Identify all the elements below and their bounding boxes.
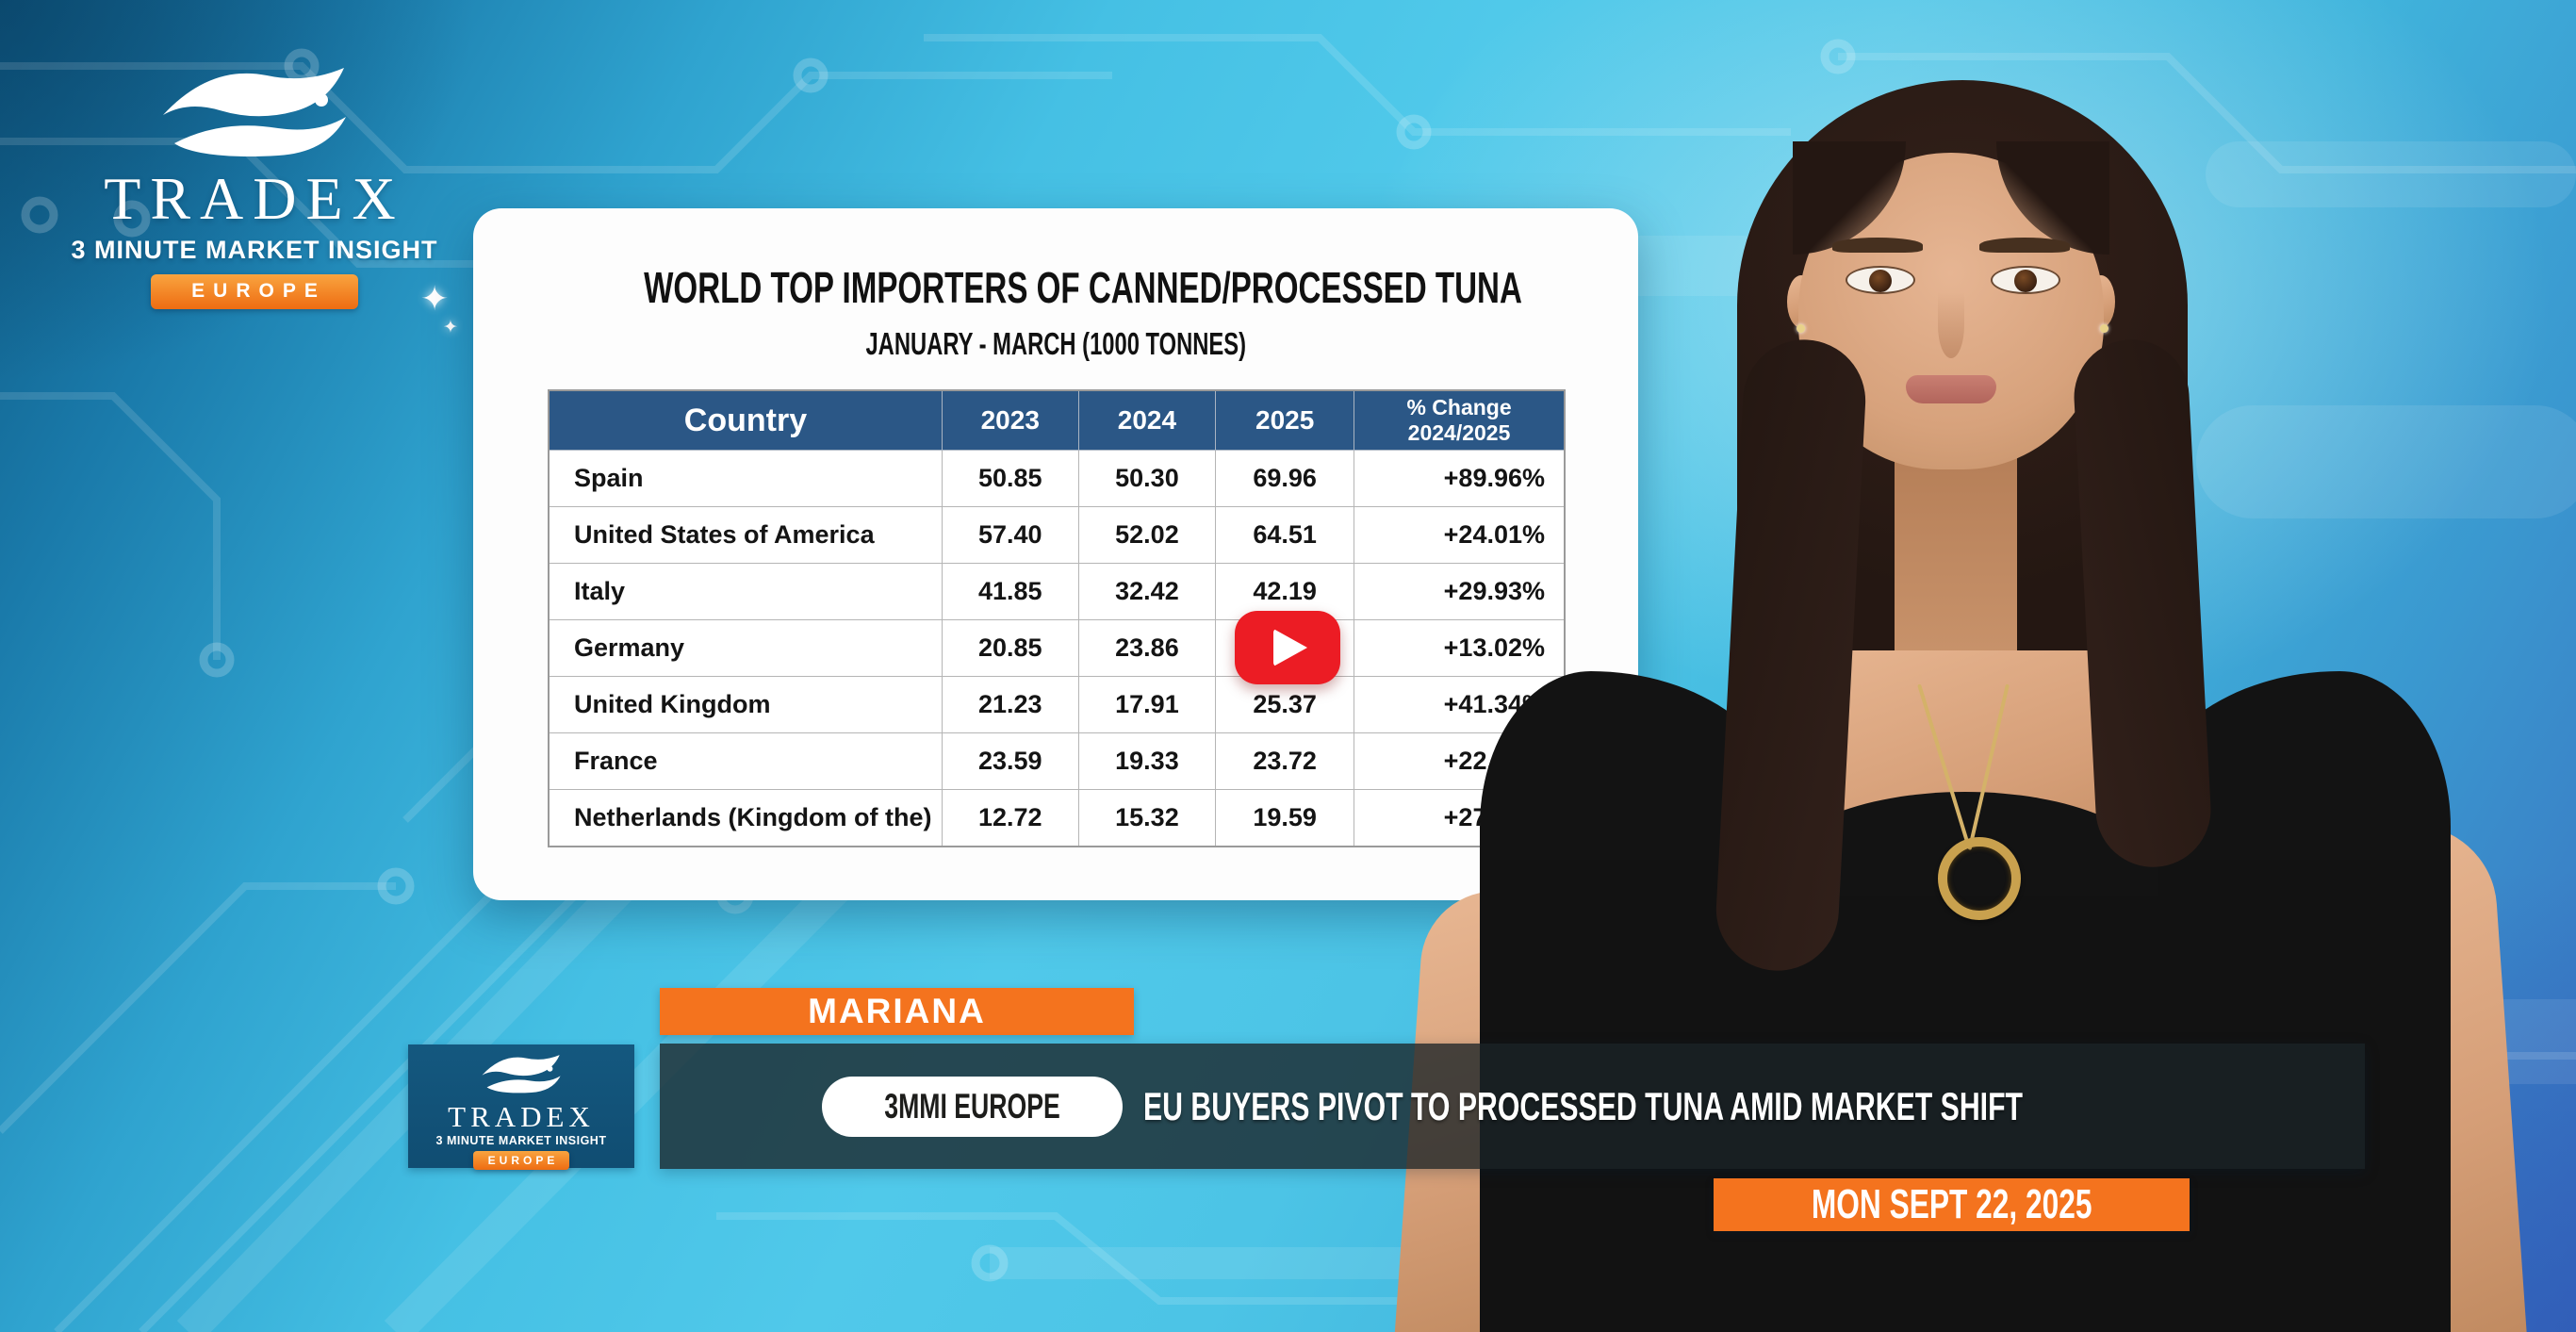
value-cell: 64.51 <box>1215 506 1355 564</box>
region-badge: EUROPE <box>151 274 358 310</box>
value-cell: +13.02% <box>1354 619 1566 677</box>
fish-icon <box>163 68 346 156</box>
country-cell: Netherlands (Kingdom of the) <box>548 789 943 847</box>
value-cell: 21.23 <box>941 676 1079 733</box>
brand-name: TRADEX <box>104 165 405 232</box>
value-cell: 19.59 <box>1215 789 1355 847</box>
value-cell: +41.34% <box>1354 676 1566 733</box>
value-cell: 20.85 <box>941 619 1079 677</box>
play-button[interactable] <box>1235 611 1340 684</box>
badge-brand-name: TRADEX <box>448 1100 595 1133</box>
value-cell: +89.96% <box>1354 450 1566 507</box>
show-tag-label: 3MMI EUROPE <box>884 1086 1060 1126</box>
table-row: Spain 50.85 50.30 69.96 +89.96% <box>548 450 1566 507</box>
headline-text: EU BUYERS PIVOT TO PROCESSED TUNA AMID M… <box>1143 1083 2024 1128</box>
column-header: 2023 <box>941 389 1079 451</box>
value-cell: 23.86 <box>1077 619 1217 677</box>
value-cell: +24.01% <box>1354 506 1566 564</box>
badge-region: EUROPE <box>472 1151 570 1170</box>
tradex-logo: TRADEX 3 MINUTE MARKET INSIGHT EUROPE <box>57 57 452 310</box>
country-cell: France <box>548 732 943 790</box>
banner-body: 3MMI EUROPE EU BUYERS PIVOT TO PROCESSED… <box>660 1044 2365 1169</box>
value-cell: 57.40 <box>941 506 1079 564</box>
country-cell: United Kingdom <box>548 676 943 733</box>
table-row: Germany 20.85 23.86 +13.02% <box>548 619 1566 677</box>
badge-tagline: 3 MINUTE MARKET INSIGHT <box>435 1134 607 1147</box>
sparkle-icon-small: ✦ <box>443 318 458 337</box>
column-header: 2025 <box>1215 389 1355 451</box>
value-cell: 19.33 <box>1077 732 1217 790</box>
play-icon <box>1273 629 1307 666</box>
date-badge: MON SEPT 22, 2025 <box>1714 1178 2190 1231</box>
importers-table: Country 2023 2024 2025% Change 2024/2025 Sp… <box>548 389 1566 847</box>
country-cell: United States of America <box>548 506 943 564</box>
value-cell: 23.72 <box>1215 732 1355 790</box>
value-cell: 50.30 <box>1077 450 1217 507</box>
column-header: Country <box>548 389 943 451</box>
sparkle-icon: ✦ <box>420 279 450 318</box>
country-cell: Germany <box>548 619 943 677</box>
country-cell: Spain <box>548 450 943 507</box>
value-cell: 42.19 <box>1215 563 1355 620</box>
table-row: France 23.59 19.33 23.72 +22.80% <box>548 732 1566 790</box>
brand-tagline: 3 MINUTE MARKET INSIGHT <box>71 236 438 265</box>
value-cell: 52.02 <box>1077 506 1217 564</box>
value-cell: 41.85 <box>941 563 1079 620</box>
table-row: United Kingdom 21.23 17.91 25.37 +41.34% <box>548 676 1566 733</box>
date-label: MON SEPT 22, 2025 <box>1811 1181 2092 1227</box>
value-cell: 50.85 <box>941 450 1079 507</box>
value-cell: +27.45% <box>1354 789 1566 847</box>
value-cell: +22.80% <box>1354 732 1566 790</box>
table-header: Country 2023 2024 2025% Change 2024/2025 <box>548 389 1566 451</box>
card-subtitle: JANUARY - MARCH (1000 TONNES) <box>865 326 1246 361</box>
value-cell: +29.93% <box>1354 563 1566 620</box>
value-cell: 17.91 <box>1077 676 1217 733</box>
card-title: WORLD TOP IMPORTERS OF CANNED/PROCESSED … <box>644 263 1522 312</box>
table-row: United States of America 57.40 52.02 64.51 +… <box>548 506 1566 564</box>
value-cell: 32.42 <box>1077 563 1217 620</box>
value-cell: 23.59 <box>941 732 1079 790</box>
headline-banner: 3MMI EUROPE EU BUYERS PIVOT TO PROCESSED… <box>660 1044 2365 1169</box>
show-tag-pill: 3MMI EUROPE <box>822 1076 1124 1137</box>
country-cell: Italy <box>548 563 943 620</box>
presenter-name-label: MARIANA <box>808 992 986 1030</box>
column-header: % Change 2024/2025 <box>1354 389 1566 451</box>
presenter-name-tag: MARIANA <box>660 988 1134 1035</box>
tradex-corner-badge: TRADEX 3 MINUTE MARKET INSIGHT EUROPE <box>408 1044 634 1170</box>
value-cell: 15.32 <box>1077 789 1217 847</box>
value-cell: 25.37 <box>1215 676 1355 733</box>
data-card: WORLD TOP IMPORTERS OF CANNED/PROCESSED … <box>473 208 1638 900</box>
column-header: 2024 <box>1077 389 1217 451</box>
fish-icon <box>482 1055 561 1094</box>
table-row: Italy 41.85 32.42 42.19 +29.93% <box>548 563 1566 620</box>
table-row: Netherlands (Kingdom of the) 12.72 15.32 19… <box>548 789 1566 847</box>
value-cell: 69.96 <box>1215 450 1355 507</box>
value-cell: 12.72 <box>941 789 1079 847</box>
